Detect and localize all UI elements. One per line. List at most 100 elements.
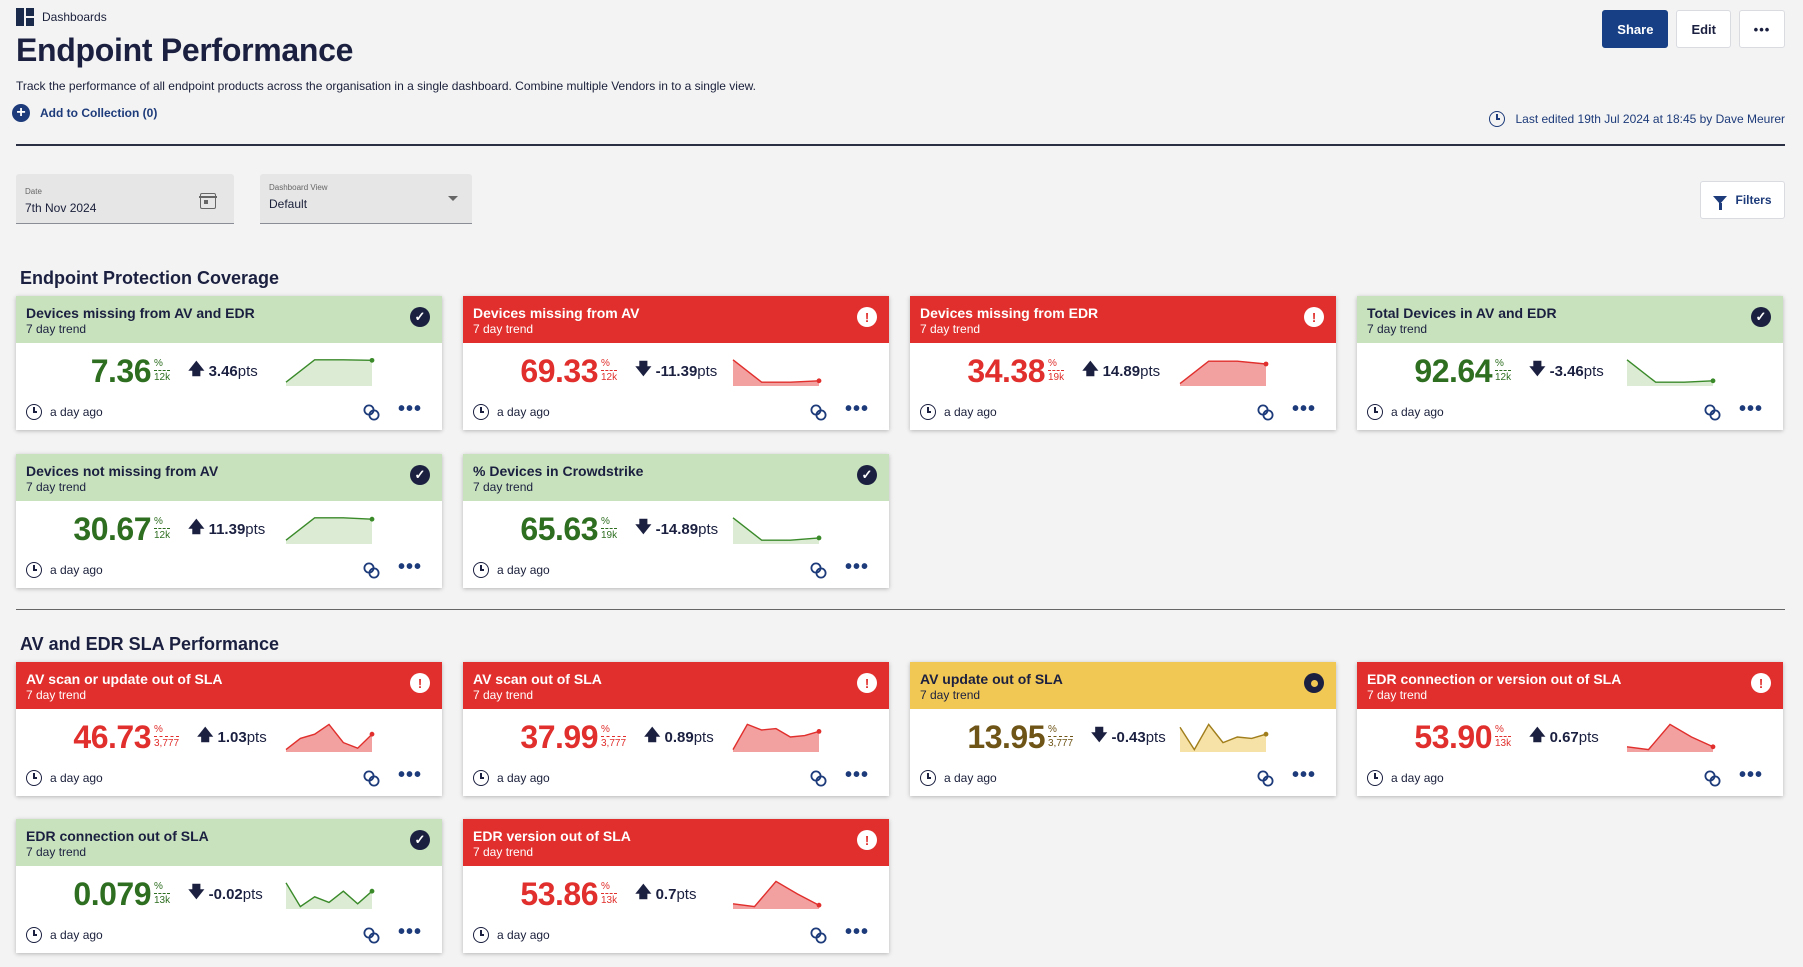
section-title-coverage: Endpoint Protection Coverage: [20, 268, 280, 288]
sparkline-endpoint: [1710, 744, 1716, 750]
metric-value: 7.36: [90, 352, 152, 389]
metric-value: 13.95: [967, 718, 1045, 755]
arrow-up-icon: 🡅: [1082, 360, 1099, 378]
arrow-up-icon: 🡅: [1529, 726, 1546, 744]
metric-value: 30.67: [73, 510, 151, 547]
card-timestamp: a day ago: [944, 405, 997, 419]
card-timestamp: a day ago: [944, 771, 997, 785]
page-description: Track the performance of all endpoint pr…: [16, 79, 756, 93]
calendar-icon[interactable]: [199, 193, 217, 209]
date-field-value: 7th Nov 2024: [25, 201, 97, 215]
metric-card[interactable]: EDR version out of SLA 7 day trend ! 53.…: [463, 819, 889, 953]
link-icon[interactable]: [363, 562, 380, 579]
card-header: Devices missing from AV 7 day trend !: [463, 296, 889, 343]
card-footer: a day ago •••: [473, 556, 879, 580]
edit-button[interactable]: Edit: [1676, 10, 1731, 48]
metric-delta: 🡇 -0.02 pts: [188, 881, 278, 908]
link-icon[interactable]: [1257, 770, 1274, 787]
metric-delta: 🡇 -14.89 pts: [635, 516, 725, 543]
link-icon[interactable]: [1257, 404, 1274, 421]
clock-icon: [1367, 770, 1383, 786]
check-circle-icon: ✓: [410, 465, 430, 485]
card-more-button[interactable]: •••: [397, 398, 422, 420]
share-button[interactable]: Share: [1602, 10, 1669, 48]
date-field[interactable]: Date 7th Nov 2024: [16, 174, 234, 224]
link-icon[interactable]: [810, 562, 827, 579]
link-icon[interactable]: [363, 770, 380, 787]
sparkline-endpoint: [816, 535, 822, 541]
card-more-button[interactable]: •••: [1291, 398, 1316, 420]
card-title: AV scan or update out of SLA: [26, 671, 223, 687]
dashboard-view-select[interactable]: Dashboard View Default: [260, 174, 472, 224]
card-header: AV update out of SLA 7 day trend: [910, 662, 1336, 709]
metric-card[interactable]: EDR connection out of SLA 7 day trend ✓ …: [16, 819, 442, 953]
metric-card[interactable]: EDR connection or version out of SLA 7 d…: [1357, 662, 1783, 796]
metric-value: 0.079: [73, 875, 151, 912]
sparkline-chart: [732, 880, 822, 909]
card-more-button[interactable]: •••: [397, 921, 422, 943]
link-icon[interactable]: [1704, 770, 1721, 787]
metric-card[interactable]: Devices missing from AV and EDR 7 day tr…: [16, 296, 442, 430]
metric-value: 46.73: [73, 718, 151, 755]
card-more-button[interactable]: •••: [397, 764, 422, 786]
sparkline-line: [1179, 360, 1267, 385]
card-subtitle: 7 day trend: [26, 480, 87, 494]
metric-unit: % 12k: [601, 359, 618, 383]
sparkline-chart: [732, 723, 822, 752]
card-header: AV scan out of SLA 7 day trend !: [463, 662, 889, 709]
metric-delta: 🡅 1.03 pts: [197, 724, 287, 751]
metric-card[interactable]: Devices missing from EDR 7 day trend ! 3…: [910, 296, 1336, 430]
card-footer: a day ago •••: [920, 398, 1326, 422]
link-icon[interactable]: [363, 927, 380, 944]
more-actions-button[interactable]: •••: [1739, 10, 1785, 48]
link-icon[interactable]: [1704, 404, 1721, 421]
dashboard-view-label: Dashboard View: [269, 183, 328, 192]
card-more-button[interactable]: •••: [844, 556, 869, 578]
sparkline-line: [732, 359, 820, 383]
card-metric: 34.38 % 19k 🡅 14.89 pts: [910, 353, 1336, 389]
card-more-button[interactable]: •••: [844, 398, 869, 420]
clock-icon: [920, 770, 936, 786]
card-metric: 30.67 % 12k 🡅 11.39 pts: [16, 510, 442, 547]
breadcrumb-link[interactable]: Dashboards: [16, 8, 756, 26]
delta-unit: pts: [245, 520, 266, 538]
card-metric: 7.36 % 12k 🡅 3.46 pts: [16, 352, 442, 389]
card-timestamp: a day ago: [1391, 405, 1444, 419]
link-icon[interactable]: [810, 404, 827, 421]
metric-card[interactable]: Devices not missing from AV 7 day trend …: [16, 454, 442, 588]
filters-button[interactable]: Filters: [1700, 181, 1785, 219]
card-more-button[interactable]: •••: [1738, 398, 1763, 420]
metric-value: 53.90: [1414, 718, 1492, 755]
metric-card[interactable]: % Devices in Crowdstrike 7 day trend ✓ 6…: [463, 454, 889, 588]
metric-card[interactable]: AV scan or update out of SLA 7 day trend…: [16, 662, 442, 796]
metric-card[interactable]: AV update out of SLA 7 day trend 13.95 %…: [910, 662, 1336, 796]
card-more-button[interactable]: •••: [844, 764, 869, 786]
card-metric: 69.33 % 12k 🡇 -11.39 pts: [463, 353, 889, 389]
link-icon[interactable]: [810, 927, 827, 944]
sparkline-endpoint: [816, 729, 822, 734]
metric-card[interactable]: AV scan out of SLA 7 day trend ! 37.99 %…: [463, 662, 889, 796]
metric-card[interactable]: Devices missing from AV 7 day trend ! 69…: [463, 296, 889, 430]
card-header: AV scan or update out of SLA 7 day trend…: [16, 662, 442, 709]
card-subtitle: 7 day trend: [473, 845, 534, 859]
card-more-button[interactable]: •••: [397, 556, 422, 578]
link-icon[interactable]: [363, 404, 380, 421]
sparkline-area: [733, 359, 819, 386]
card-more-button[interactable]: •••: [1291, 764, 1316, 786]
metric-denominator: 3,777: [601, 738, 627, 749]
card-more-button[interactable]: •••: [844, 921, 869, 943]
card-subtitle: 7 day trend: [26, 322, 87, 336]
add-to-collection-button[interactable]: + Add to Collection (0): [12, 104, 157, 122]
sparkline-endpoint: [1710, 378, 1716, 384]
clock-icon: [26, 562, 42, 578]
metric-unit: % 13k: [1495, 725, 1512, 749]
card-more-button[interactable]: •••: [1738, 764, 1763, 786]
card-header: EDR version out of SLA 7 day trend !: [463, 819, 889, 866]
card-subtitle: 7 day trend: [473, 688, 534, 702]
metric-card[interactable]: Total Devices in AV and EDR 7 day trend …: [1357, 296, 1783, 430]
last-edited-info: Last edited 19th Jul 2024 at 18:45 by Da…: [1489, 111, 1785, 127]
clock-icon: [1367, 404, 1383, 420]
sparkline-endpoint: [1263, 731, 1269, 737]
link-icon[interactable]: [810, 770, 827, 787]
metric-denominator: 13k: [601, 895, 618, 906]
